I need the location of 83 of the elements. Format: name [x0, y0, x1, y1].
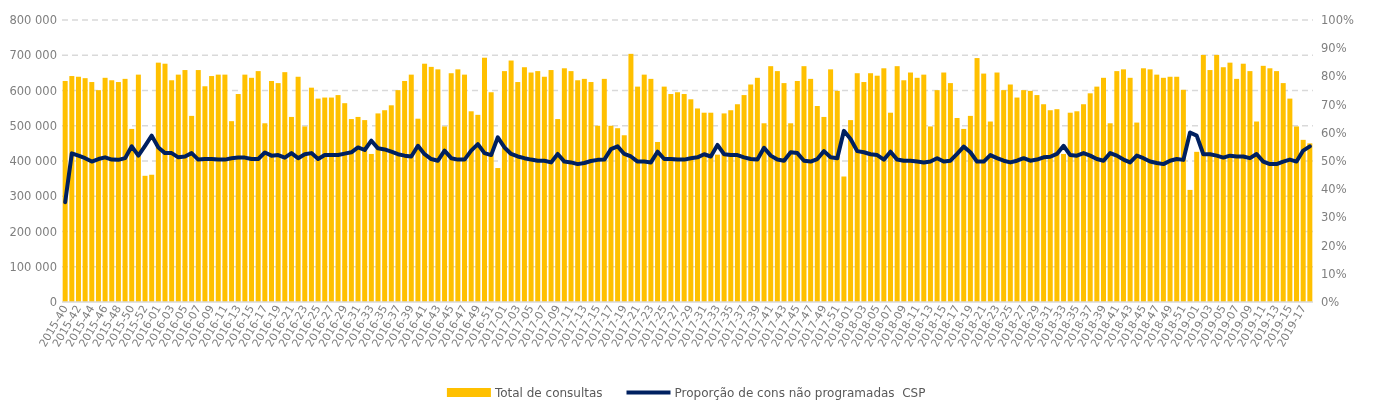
bar [868, 73, 874, 302]
legend-label: Total de consultas [493, 386, 603, 400]
bar [828, 69, 834, 302]
bar [808, 78, 814, 302]
bar [348, 119, 354, 302]
bar [521, 67, 527, 302]
bar [249, 77, 255, 302]
bar [595, 125, 601, 302]
bar [1234, 78, 1240, 302]
y2-tick-label: 90% [1321, 41, 1347, 56]
bar [848, 120, 854, 302]
bar [95, 90, 101, 302]
bar [75, 76, 81, 302]
bar [269, 80, 274, 302]
legend-label: Proporção de cons não programadas CSP [674, 386, 926, 400]
bar [501, 71, 507, 302]
y2-tick-label: 0% [1321, 295, 1340, 310]
bar [1294, 126, 1300, 302]
bar [1200, 54, 1206, 302]
bar [1254, 121, 1260, 302]
bar [482, 57, 487, 302]
bar [1274, 71, 1280, 302]
bar [947, 83, 953, 302]
y2-tick-label: 100% [1321, 13, 1354, 28]
y2-tick-label: 30% [1321, 210, 1347, 225]
bar [229, 121, 235, 302]
bar [1180, 89, 1186, 302]
bar [1041, 104, 1047, 302]
y-tick-label: 400 000 [9, 154, 57, 169]
bar [1160, 77, 1166, 302]
bar [734, 104, 740, 302]
bar [615, 128, 621, 302]
bar [1061, 153, 1067, 302]
y-tick-label: 500 000 [9, 118, 57, 133]
bar [714, 154, 720, 302]
y-tick-label: 700 000 [9, 48, 57, 63]
bar [561, 68, 567, 302]
bar [774, 71, 780, 302]
bar [675, 92, 681, 302]
bar [422, 63, 428, 302]
y-tick-label: 300 000 [9, 189, 57, 204]
bar [888, 112, 894, 302]
y-tick-label: 100 000 [9, 259, 57, 274]
y2-tick-label: 40% [1321, 182, 1347, 197]
bar [328, 97, 334, 302]
bar [1101, 77, 1106, 302]
bar [402, 80, 408, 302]
bar [907, 72, 913, 302]
bar [1021, 90, 1027, 302]
y-tick-label: 200 000 [9, 224, 57, 239]
bar [927, 126, 933, 302]
y2-tick-label: 20% [1321, 238, 1347, 253]
bar [694, 108, 700, 302]
bar [655, 141, 661, 302]
bar [1214, 54, 1220, 302]
y-tick-label: 800 000 [9, 13, 57, 28]
y-tick-label: 0 [49, 295, 57, 310]
y2-tick-label: 60% [1321, 125, 1347, 140]
bar [155, 62, 161, 302]
bar [754, 77, 760, 302]
bar [635, 86, 641, 302]
bar [288, 116, 294, 302]
bar [987, 121, 993, 302]
y2-tick-label: 50% [1321, 154, 1347, 169]
bar [1081, 104, 1087, 302]
bar [1120, 69, 1126, 302]
y2-tick-label: 10% [1321, 266, 1347, 281]
bar [115, 82, 121, 302]
bar [382, 110, 388, 302]
bar [209, 76, 215, 302]
y2-tick-label: 70% [1321, 97, 1347, 112]
bar [967, 115, 973, 302]
bar [189, 115, 195, 302]
line-series [63, 128, 1312, 205]
bar [1140, 68, 1146, 302]
bar [442, 126, 448, 302]
bar [169, 80, 175, 302]
y2-tick-label: 80% [1321, 69, 1347, 84]
bar [462, 74, 468, 302]
bar [308, 87, 314, 302]
y-tick-label: 600 000 [9, 83, 57, 98]
bar [541, 76, 547, 302]
bar [135, 74, 141, 302]
